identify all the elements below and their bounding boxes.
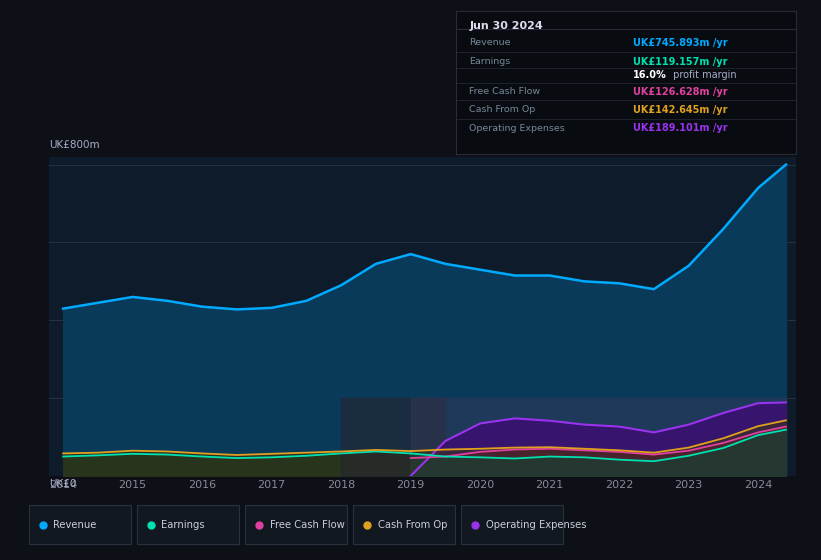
Text: UK£189.101m /yr: UK£189.101m /yr	[633, 123, 727, 133]
Text: Jun 30 2024: Jun 30 2024	[470, 21, 543, 31]
Text: 16.0%: 16.0%	[633, 70, 667, 80]
FancyBboxPatch shape	[461, 505, 563, 544]
Text: Operating Expenses: Operating Expenses	[486, 520, 586, 530]
Text: Revenue: Revenue	[53, 520, 97, 530]
Text: UK£800m: UK£800m	[49, 141, 100, 151]
Text: UK£119.157m /yr: UK£119.157m /yr	[633, 57, 727, 67]
Text: Revenue: Revenue	[470, 38, 511, 47]
Text: UK£142.645m /yr: UK£142.645m /yr	[633, 105, 727, 115]
Text: UK£126.628m /yr: UK£126.628m /yr	[633, 87, 727, 97]
Text: profit margin: profit margin	[670, 70, 737, 80]
FancyBboxPatch shape	[245, 505, 347, 544]
Text: UK£0: UK£0	[49, 479, 76, 489]
FancyBboxPatch shape	[353, 505, 455, 544]
Text: Free Cash Flow: Free Cash Flow	[269, 520, 344, 530]
FancyBboxPatch shape	[29, 505, 131, 544]
Text: Free Cash Flow: Free Cash Flow	[470, 87, 540, 96]
Text: Earnings: Earnings	[470, 57, 511, 67]
Text: UK£745.893m /yr: UK£745.893m /yr	[633, 38, 727, 48]
Text: Cash From Op: Cash From Op	[378, 520, 447, 530]
FancyBboxPatch shape	[137, 505, 239, 544]
Text: Operating Expenses: Operating Expenses	[470, 124, 565, 133]
Text: Cash From Op: Cash From Op	[470, 105, 535, 114]
Text: Earnings: Earnings	[162, 520, 205, 530]
